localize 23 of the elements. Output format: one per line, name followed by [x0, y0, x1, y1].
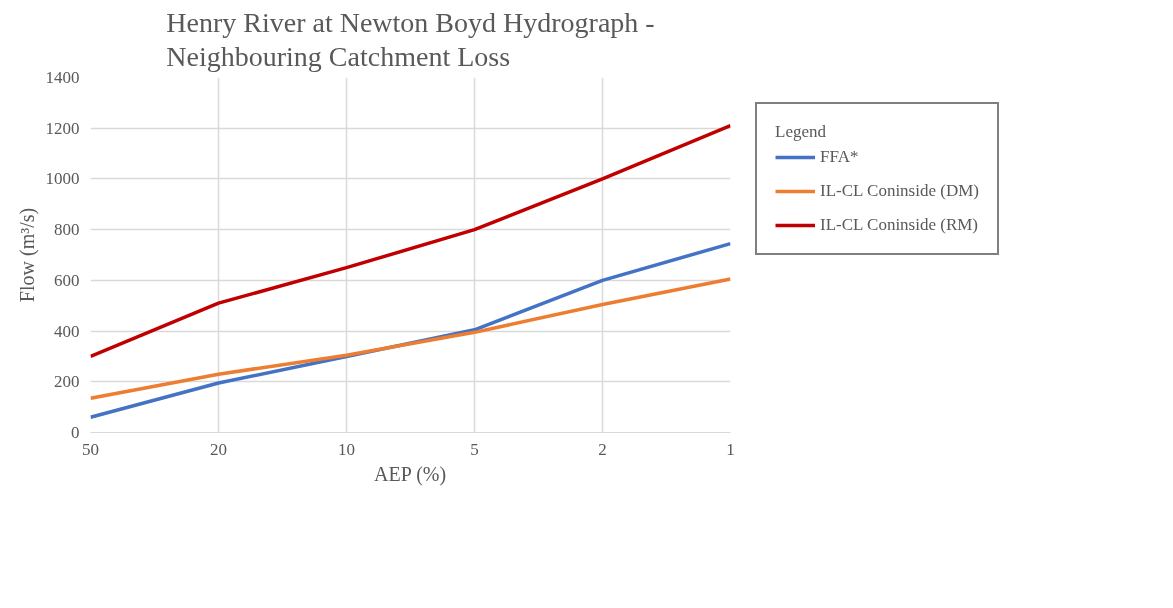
- y-tick-label: 1200: [45, 118, 80, 138]
- x-tick-label: 50: [82, 439, 99, 459]
- x-tick-label: 5: [470, 439, 479, 459]
- y-tick-label: 400: [54, 321, 80, 341]
- y-tick-label: 600: [54, 270, 80, 290]
- x-tick-label: 2: [598, 439, 607, 459]
- y-tick-label: 0: [71, 423, 80, 442]
- y-tick-label: 200: [54, 372, 80, 392]
- line-series: [90, 277, 731, 401]
- y-tick-label: 1400: [45, 68, 80, 87]
- y-tick-label: 800: [54, 220, 80, 240]
- x-tick-label: 1: [726, 439, 735, 459]
- chart-title: Henry River at Newton Boyd Hydrograph - Neighbouring Catchment Loss: [166, 7, 655, 73]
- x-axis-title: AEP (%): [374, 462, 447, 486]
- x-tick-label: 20: [210, 439, 227, 459]
- y-tick-label: 1000: [45, 169, 80, 189]
- line-series: [90, 123, 731, 359]
- legend-title: Legend: [775, 122, 827, 142]
- legend-label: IL-CL Coninside (DM): [820, 181, 979, 201]
- legend-label: IL-CL Coninside (RM): [820, 215, 979, 235]
- legend-label: FFA*: [820, 147, 859, 167]
- x-tick-label: 10: [338, 439, 355, 459]
- y-axis-title: Flow (m³/s): [15, 207, 39, 303]
